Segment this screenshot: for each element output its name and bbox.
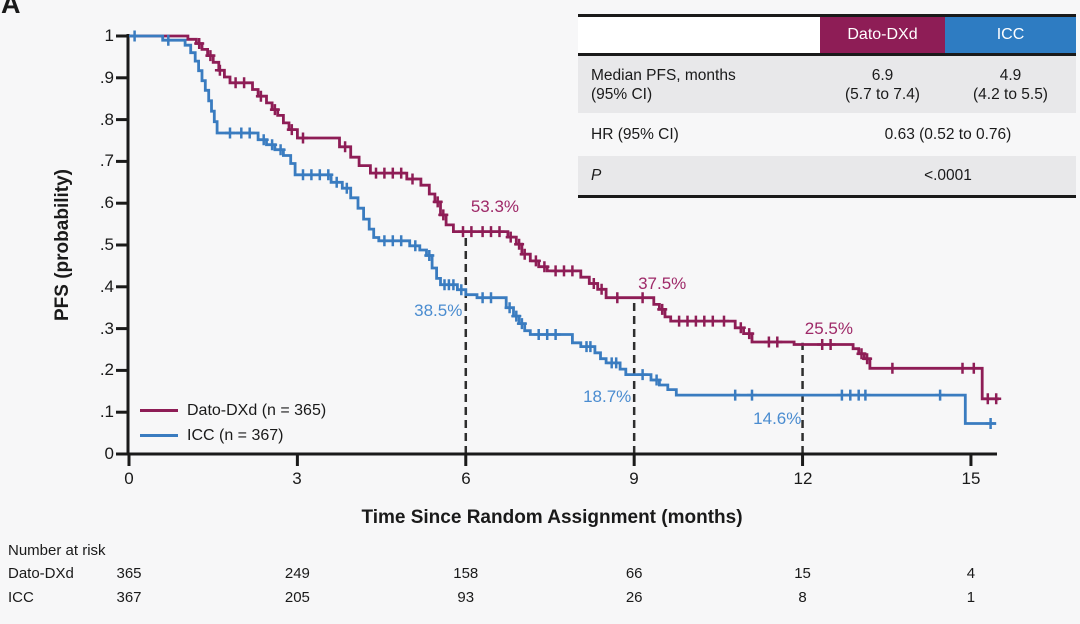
header-spacer-cell (578, 17, 820, 53)
annotation-53.3%: 53.3% (470, 196, 520, 216)
annotation-14.6%: 14.6% (753, 408, 802, 428)
hr-label: HR (95% CI) (591, 126, 679, 143)
x-axis-title: Time Since Random Assignment (months) (361, 507, 743, 528)
median-icc: 4.9 (999, 67, 1022, 84)
y-tick-label: .1 (99, 402, 114, 421)
median-pfs-label-line1: Median PFS, months (591, 67, 736, 84)
y-tick-label: .5 (99, 235, 114, 254)
table-top-border (578, 14, 1076, 17)
risk-value: 365 (116, 565, 142, 582)
median-icc-ci: (4.2 to 5.5) (973, 86, 1048, 103)
panel-label: A (1, 0, 21, 19)
stats-table-header: Dato-DXd ICC (578, 17, 1076, 53)
legend-label: Dato-DXd (n = 365) (187, 401, 327, 419)
p-row: P <.0001 (578, 156, 1076, 195)
p-label: P (591, 167, 602, 184)
median-pfs-label-line2: (95% CI) (591, 86, 653, 103)
median-pfs-icc-value: 4.9 (4.2 to 5.5) (945, 66, 1076, 104)
risk-value: 249 (284, 565, 310, 582)
icc-line-swatch (140, 433, 178, 438)
median-pfs-dato-value: 6.9 (5.7 to 7.4) (820, 66, 945, 104)
km-curve-icc (129, 34, 997, 425)
y-tick-label: 1 (104, 26, 114, 45)
median-pfs-label: Median PFS, months (95% CI) (578, 66, 820, 104)
y-tick-label: 0 (104, 444, 114, 463)
y-tick-label: .2 (99, 360, 114, 379)
annotation-37.5%: 37.5% (638, 273, 687, 293)
risk-table-title: Number at risk (8, 542, 106, 559)
y-tick-label: .9 (99, 68, 114, 87)
risk-value: 367 (116, 589, 142, 606)
risk-value: 66 (625, 565, 643, 582)
risk-value: 4 (966, 565, 976, 582)
risk-value: 8 (798, 589, 807, 606)
y-tick-label: .8 (99, 110, 114, 129)
annotation-38.5%: 38.5% (414, 301, 463, 321)
y-tick-label: .6 (99, 193, 114, 212)
hr-value: 0.63 (0.52 to 0.76) (884, 126, 1012, 143)
hr-row: HR (95% CI) 0.63 (0.52 to 0.76) (578, 113, 1076, 156)
legend-item-icc: ICC (n = 367) (140, 423, 326, 448)
risk-value: 26 (625, 589, 643, 606)
annotation-25.5%: 25.5% (804, 319, 853, 339)
median-pfs-row: Median PFS, months (95% CI) 6.9 (5.7 to … (578, 56, 1076, 113)
risk-value: 158 (453, 565, 479, 582)
median-dato-ci: (5.7 to 7.4) (845, 86, 920, 103)
legend-item-dato: Dato-DXd (n = 365) (140, 398, 326, 423)
censor-marks-dato (194, 38, 1002, 405)
x-tick-label: 6 (461, 469, 471, 488)
header-divider (578, 53, 1076, 56)
stats-table: Dato-DXd ICC Median PFS, months (95% CI)… (578, 14, 1076, 198)
risk-value: 205 (284, 589, 310, 606)
risk-row-label-icc: ICC (8, 589, 34, 606)
median-dato: 6.9 (871, 67, 894, 84)
risk-row-label-dato: Dato-DXd (8, 565, 74, 582)
x-tick-label: 12 (793, 469, 813, 488)
censor-marks-icc (129, 30, 996, 429)
x-tick-label: 15 (961, 469, 981, 488)
risk-value: 93 (457, 589, 475, 606)
x-tick-label: 9 (629, 469, 639, 488)
x-tick-label: 3 (292, 469, 302, 488)
header-cell-icc: ICC (945, 17, 1076, 53)
risk-value: 1 (966, 589, 976, 606)
y-axis-title: PFS (probability) (52, 169, 73, 321)
dato-line-swatch (140, 408, 178, 413)
table-bottom-border (578, 195, 1076, 198)
header-cell-dato: Dato-DXd (820, 17, 945, 53)
risk-value: 15 (794, 565, 811, 582)
y-tick-label: .3 (99, 319, 114, 338)
legend: Dato-DXd (n = 365) ICC (n = 367) (140, 398, 326, 448)
p-value: <.0001 (924, 167, 972, 184)
legend-label: ICC (n = 367) (187, 426, 284, 444)
annotation-18.7%: 18.7% (583, 387, 632, 407)
x-tick-label: 0 (124, 469, 134, 488)
y-tick-label: .4 (99, 277, 114, 296)
y-tick-label: .7 (99, 151, 114, 170)
